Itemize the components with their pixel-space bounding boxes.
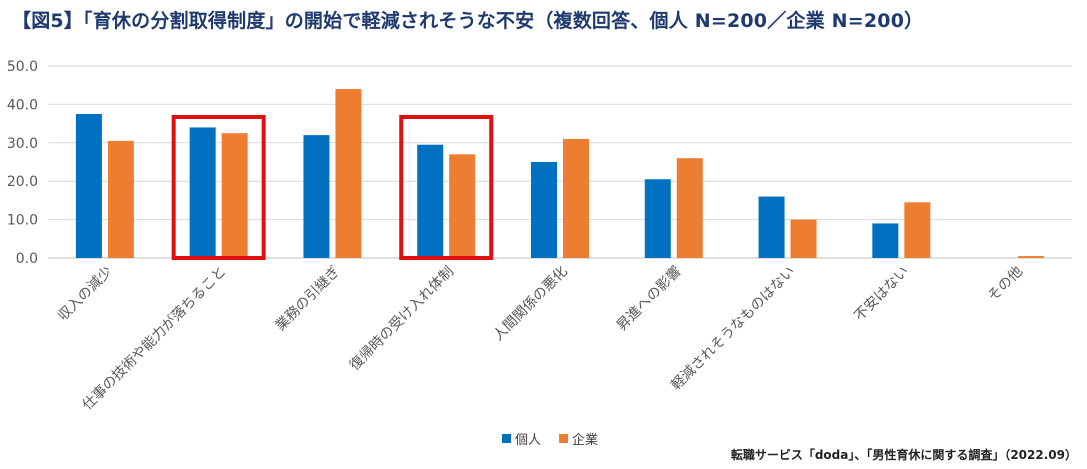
legend: 個人 企業 (502, 429, 598, 448)
x-tick-label: 業務の引継ぎ (273, 264, 344, 335)
bar-individual (417, 144, 444, 258)
bar-individual (758, 196, 785, 258)
gridlines (48, 65, 1072, 259)
x-tick-label: その他 (985, 264, 1026, 305)
legend-swatch-individual (502, 434, 511, 443)
bar-company (449, 154, 476, 258)
x-tick-label: 収入の減少 (54, 263, 116, 325)
bar-company (335, 89, 362, 258)
bar-company (221, 133, 248, 258)
x-tick-label: 昇進への影響 (613, 263, 684, 334)
source-note: 転職サービス「doda」、「男性育休に関する調査」（2022.09） (730, 448, 1077, 462)
x-tick-label: 不安はない (851, 264, 912, 325)
x-tick-label: 軽減されそうなものはない (668, 263, 799, 394)
y-axis-tick-labels: 0.0 10.0 20.0 30.0 40.0 50.0 (7, 59, 38, 267)
legend-item-individual: 個人 (502, 429, 541, 448)
bar-individual (872, 223, 899, 258)
y-tick-label: 20.0 (7, 174, 38, 190)
y-tick-label: 30.0 (7, 136, 38, 152)
bar-company (904, 202, 931, 258)
legend-swatch-company (559, 434, 569, 443)
x-tick-label: 復帰時の受け入れ体制 (346, 263, 457, 374)
chart-title: 【図5】「育休の分割取得制度」の開始で軽減されそうな不安（複数回答、個人 N=2… (12, 10, 924, 32)
y-tick-label: 0.0 (16, 251, 38, 267)
legend-item-company: 企業 (559, 429, 598, 448)
y-tick-label: 40.0 (7, 97, 38, 113)
y-tick-label: 10.0 (7, 213, 38, 229)
bars (75, 89, 1045, 258)
highlight-boxes (171, 115, 494, 260)
bar-company (790, 219, 817, 258)
y-tick-label: 50.0 (7, 59, 38, 75)
bar-individual (531, 162, 557, 258)
bar-individual (75, 114, 102, 258)
bar-company (563, 138, 589, 258)
bar-individual (189, 127, 216, 258)
legend-label-company: 企業 (572, 433, 599, 448)
bar-company (676, 158, 703, 258)
highlight-box (399, 115, 494, 260)
highlight-box (171, 115, 266, 260)
x-tick-label: 人間関係の悪化 (490, 264, 571, 345)
bar-individual (303, 135, 330, 258)
bar-company (1018, 256, 1045, 258)
legend-label-individual: 個人 (515, 433, 542, 448)
bar-company (107, 140, 134, 258)
bar-individual (644, 179, 671, 258)
